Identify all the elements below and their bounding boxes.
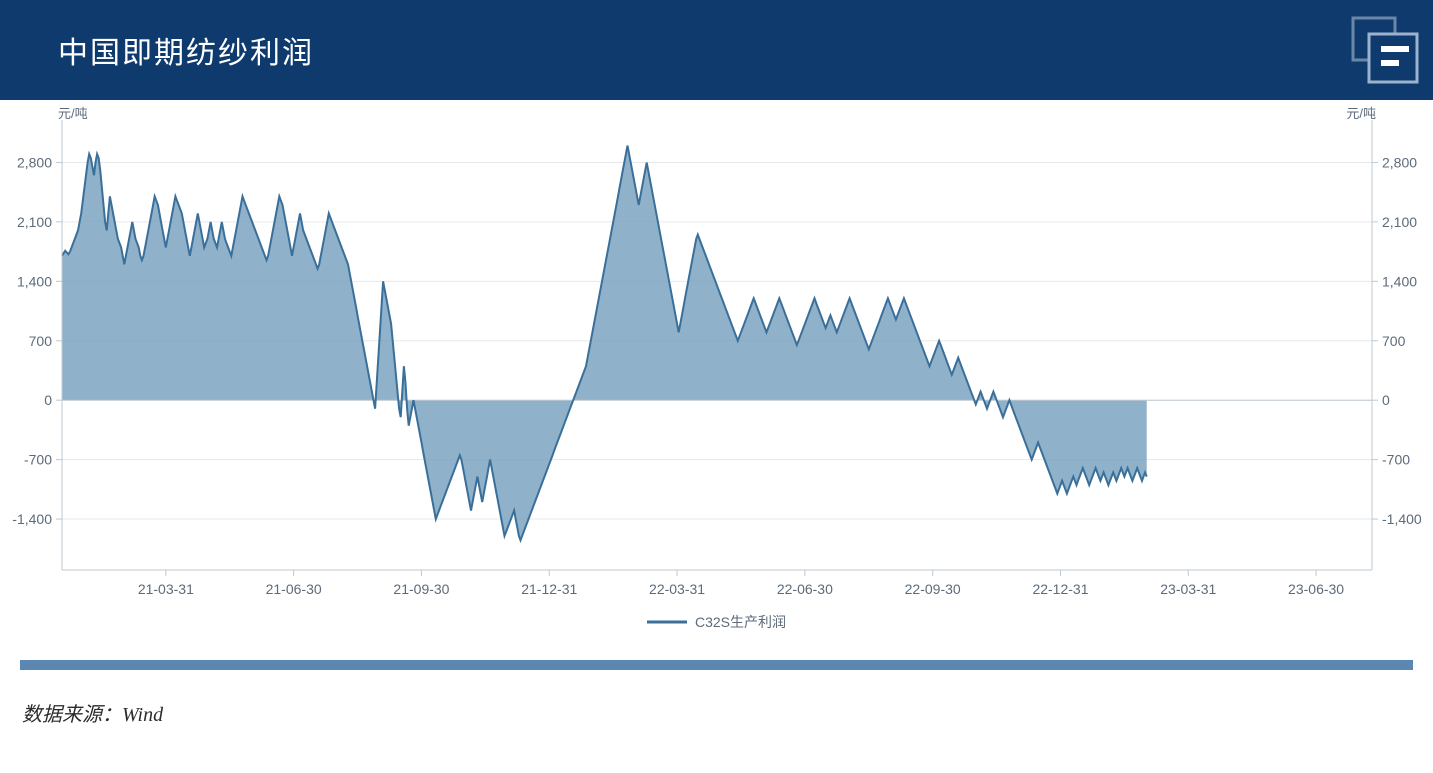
ytick-label: -1,400: [12, 511, 52, 527]
ytick-label: 0: [44, 392, 52, 408]
ytick-label: -700: [24, 452, 52, 468]
ytick-label: 2,100: [1382, 214, 1417, 230]
logo-icon: [1333, 12, 1423, 92]
legend-label: C32S生产利润: [695, 614, 786, 630]
xtick-label: 21-06-30: [266, 581, 322, 597]
ytick-label: 700: [29, 333, 53, 349]
ytick-label: -1,400: [1382, 511, 1422, 527]
ytick-label: 700: [1382, 333, 1406, 349]
ytick-label: 0: [1382, 392, 1390, 408]
xtick-label: 22-12-31: [1032, 581, 1088, 597]
ytick-label: -700: [1382, 452, 1410, 468]
ytick-label: 2,100: [17, 214, 52, 230]
xtick-label: 23-03-31: [1160, 581, 1216, 597]
xtick-label: 21-03-31: [138, 581, 194, 597]
ytick-label: 1,400: [17, 273, 52, 289]
xtick-label: 22-03-31: [649, 581, 705, 597]
header-bar: 中国即期纺纱利润: [0, 0, 1433, 100]
ytick-label: 2,800: [17, 154, 52, 170]
xtick-label: 21-09-30: [393, 581, 449, 597]
profit-chart: -1,400 -1,400 -700 -700 0 0 700 700 1,400 1,400 2,…: [0, 100, 1433, 660]
ytick-label: 2,800: [1382, 154, 1417, 170]
xtick-label: 22-09-30: [905, 581, 961, 597]
footer-strip: [20, 660, 1413, 670]
ytick-label: 1,400: [1382, 273, 1417, 289]
series-area: [62, 146, 1147, 541]
y-unit-right: 元/吨: [1346, 106, 1376, 121]
xtick-label: 23-06-30: [1288, 581, 1344, 597]
page-title: 中国即期纺纱利润: [58, 28, 314, 72]
y-unit-left: 元/吨: [58, 106, 88, 121]
data-source: 数据来源：Wind: [0, 670, 1433, 727]
xtick-label: 21-12-31: [521, 581, 577, 597]
xtick-label: 22-06-30: [777, 581, 833, 597]
